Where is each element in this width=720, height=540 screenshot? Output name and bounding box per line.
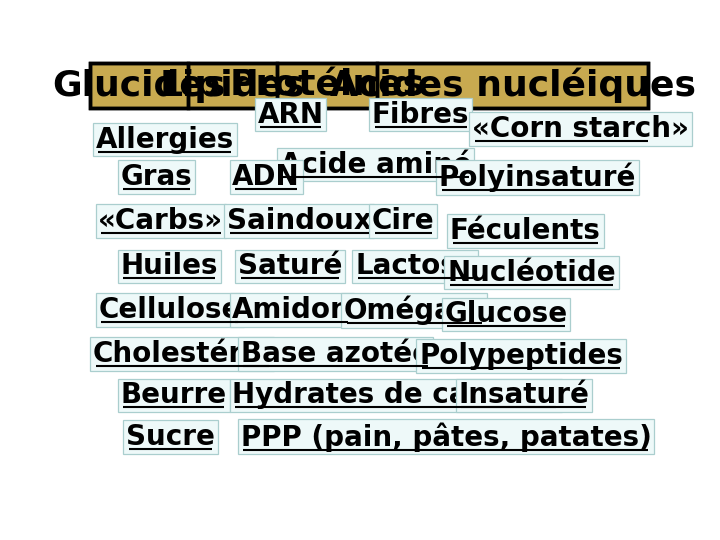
Text: ARN: ARN — [258, 100, 323, 129]
Text: Glucides: Glucides — [52, 69, 225, 103]
Text: Huiles: Huiles — [121, 253, 218, 280]
Text: Hydrates de carbone: Hydrates de carbone — [233, 381, 559, 409]
Text: Féculents: Féculents — [450, 217, 600, 245]
Text: Beurre: Beurre — [121, 381, 227, 409]
Text: Allergies: Allergies — [96, 126, 234, 154]
Text: «Carbs»: «Carbs» — [99, 207, 223, 235]
Text: Cellulose: Cellulose — [99, 296, 240, 324]
Text: Saindoux: Saindoux — [227, 207, 372, 235]
Text: Cire: Cire — [372, 207, 434, 235]
Text: Saturé: Saturé — [238, 253, 342, 280]
Text: Oméga-3: Oméga-3 — [344, 295, 485, 325]
Text: Polyinsaturé: Polyinsaturé — [438, 163, 636, 192]
Text: ADN: ADN — [233, 163, 300, 191]
Text: Glucose: Glucose — [444, 300, 567, 328]
Text: Gras: Gras — [121, 163, 192, 191]
Text: Fibres: Fibres — [372, 100, 469, 129]
Text: Acide aminé: Acide aminé — [280, 151, 472, 179]
Text: «Corn starch»: «Corn starch» — [472, 115, 689, 143]
Text: Sucre: Sucre — [126, 423, 215, 451]
Text: PPP (pain, pâtes, patates): PPP (pain, pâtes, patates) — [240, 422, 652, 451]
Text: Cholestérol: Cholestérol — [93, 340, 271, 368]
Text: Amidon: Amidon — [233, 296, 351, 324]
Text: Lactose: Lactose — [355, 253, 476, 280]
Text: Insaturé: Insaturé — [459, 381, 589, 409]
FancyBboxPatch shape — [90, 63, 648, 109]
Text: Polypeptides: Polypeptides — [419, 342, 623, 370]
Text: Acides nucléiques: Acides nucléiques — [330, 68, 696, 103]
Text: Lipides: Lipides — [160, 69, 305, 103]
Text: Base azotée: Base azotée — [240, 340, 431, 368]
Text: Protéines: Protéines — [230, 69, 425, 103]
Text: Nucléotide: Nucléotide — [447, 259, 616, 287]
